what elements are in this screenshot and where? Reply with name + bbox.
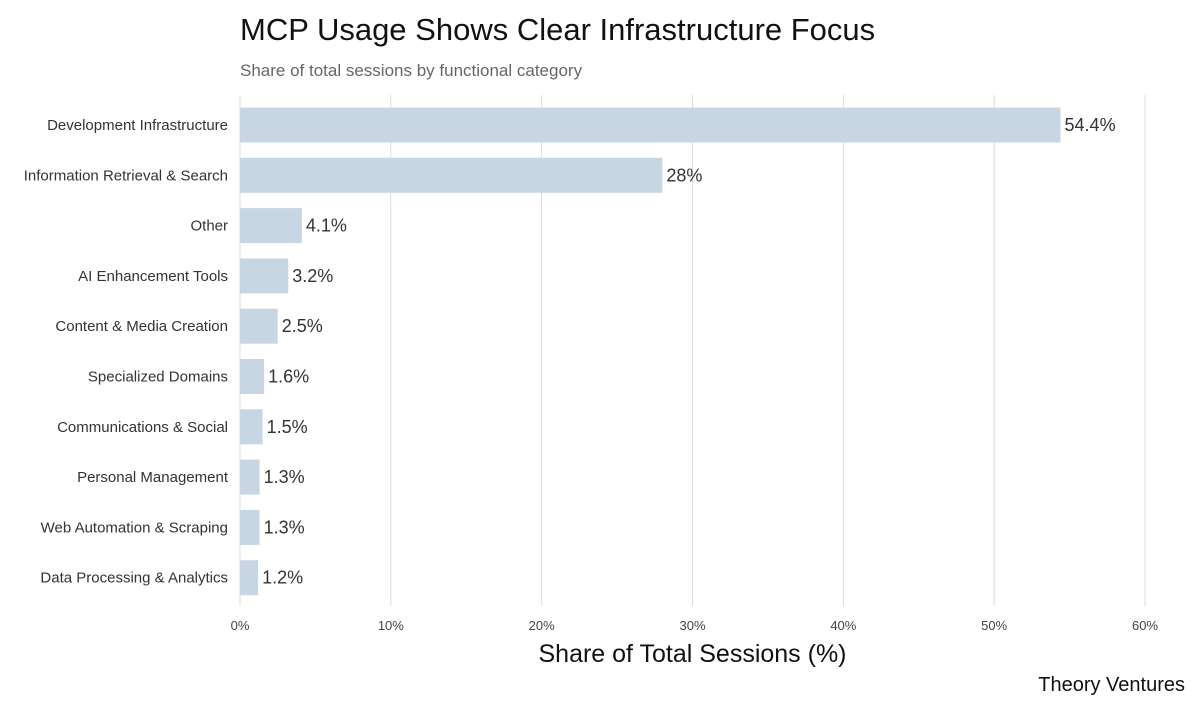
category-label: Communications & Social: [57, 419, 228, 436]
chart-title: MCP Usage Shows Clear Infrastructure Foc…: [240, 12, 876, 47]
value-label: 2.5%: [282, 316, 323, 336]
value-label: 1.2%: [262, 568, 303, 588]
x-tick-label: 20%: [529, 618, 555, 633]
value-label: 3.2%: [292, 266, 333, 286]
bar: [240, 258, 289, 294]
category-label: Information Retrieval & Search: [24, 167, 228, 184]
x-tick-label: 30%: [679, 618, 705, 633]
bars: [240, 107, 1061, 596]
value-label: 28%: [666, 165, 702, 185]
bar: [240, 208, 302, 244]
value-label: 1.3%: [264, 467, 305, 487]
bar: [240, 359, 265, 394]
value-label: 1.3%: [264, 517, 305, 537]
value-label: 1.6%: [268, 367, 309, 387]
bar: [240, 308, 278, 344]
source-credit: Theory Ventures: [1038, 674, 1185, 696]
category-label: Data Processing & Analytics: [40, 570, 228, 587]
value-label: 1.5%: [267, 417, 308, 437]
category-label: Content & Media Creation: [55, 318, 228, 335]
x-tick-label: 40%: [830, 618, 856, 633]
bar: [240, 459, 260, 495]
bar: [240, 107, 1061, 143]
bar: [240, 157, 663, 193]
value-label: 4.1%: [306, 216, 347, 236]
bar: [240, 409, 263, 445]
category-label: Web Automation & Scraping: [41, 519, 228, 536]
x-tick-label: 50%: [981, 618, 1007, 633]
category-label: Other: [190, 218, 228, 235]
category-label: Personal Management: [77, 469, 229, 486]
value-labels: 54.4% 28% 4.1% 3.2% 2.5% 1.6% 1.5% 1.3% 1.3% 1.2%: [262, 115, 1115, 588]
category-label: Specialized Domains: [88, 369, 228, 386]
chart-subtitle: Share of total sessions by functional ca…: [240, 61, 583, 80]
x-axis-label: Share of Total Sessions (%): [538, 640, 847, 668]
value-label: 54.4%: [1065, 115, 1116, 135]
category-label: AI Enhancement Tools: [78, 268, 228, 285]
bar: [240, 560, 259, 596]
x-tick-label: 10%: [378, 618, 404, 633]
x-tick-label: 60%: [1132, 618, 1158, 633]
bar: [240, 509, 260, 545]
x-tick-label: 0%: [231, 618, 250, 633]
category-label: Development Infrastructure: [47, 117, 228, 134]
x-axis-ticks: 0% 10% 20% 30% 40% 50% 60%: [231, 618, 1159, 633]
category-labels: Development Infrastructure Information Re…: [24, 117, 229, 587]
